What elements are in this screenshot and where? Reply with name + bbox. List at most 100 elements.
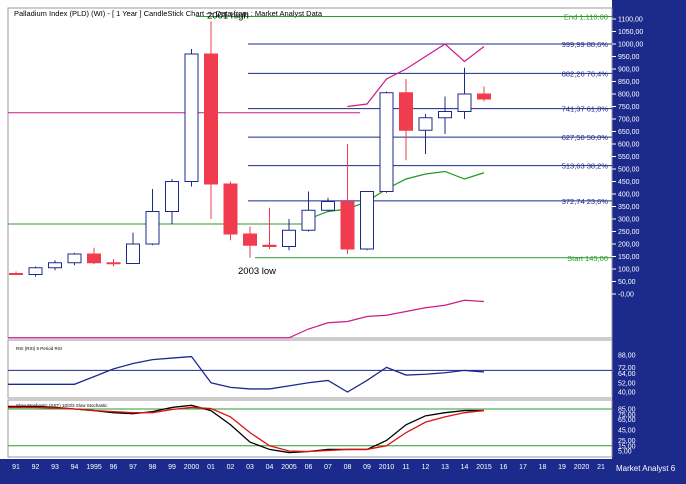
price-axis-label: 900,00 <box>618 67 640 74</box>
time-axis-label: 14 <box>461 464 469 471</box>
stoch-axis-label: 85,00 <box>618 407 636 414</box>
time-axis-label: 93 <box>51 464 59 471</box>
fib-label: 882,26 76,4% <box>562 69 609 78</box>
time-axis-label: 16 <box>500 464 508 471</box>
time-axis-label: 1995 <box>86 464 102 471</box>
annotation-label: 2003 low <box>238 266 276 277</box>
price-axis-label: 950,00 <box>618 54 640 61</box>
candle-body <box>204 53 218 185</box>
time-axis-label: 2015 <box>476 464 492 471</box>
fib-label: Start 145,00 <box>567 254 608 263</box>
time-axis-label: 12 <box>422 464 430 471</box>
rsi-title: RSI (RSI) 5 Period RSI <box>16 346 62 351</box>
price-axis-label: 850,00 <box>618 79 640 86</box>
rsi-axis-label: 88,00 <box>618 353 636 360</box>
stoch-title: Slow Stochastic (SST) 10/3/3 Slow Stocha… <box>16 403 108 408</box>
candle-body <box>243 233 257 246</box>
time-axis-label: 13 <box>441 464 449 471</box>
price-axis-label: 600,00 <box>618 142 640 149</box>
price-axis-label: 650,00 <box>618 129 640 136</box>
rsi-axis-label: 52,00 <box>618 380 636 387</box>
price-axis-label: 800,00 <box>618 92 640 99</box>
price-axis-label: 700,00 <box>618 117 640 124</box>
candle-body <box>145 211 160 245</box>
candle-body <box>9 273 23 275</box>
price-axis-label: 400,00 <box>618 192 640 199</box>
candle-body <box>340 201 355 250</box>
candle-body <box>67 253 82 264</box>
stoch-panel-frame <box>7 399 613 458</box>
candle-body <box>262 244 277 247</box>
time-axis-label: 2005 <box>281 464 297 471</box>
price-axis-label: 500,00 <box>618 167 640 174</box>
stochastic-panel <box>8 404 612 454</box>
time-axis-label: 2020 <box>574 464 590 471</box>
time-axis-label: 2000 <box>184 464 200 471</box>
price-panel-frame <box>7 7 613 339</box>
candle-body <box>126 243 140 264</box>
price-axis-label: 450,00 <box>618 179 640 186</box>
time-axis-label: 19 <box>558 464 566 471</box>
stoch-axis-label: 65,00 <box>618 417 636 424</box>
candle-body <box>360 191 374 250</box>
rsi-line <box>8 355 485 393</box>
annotation-label: 2001 high <box>207 11 249 22</box>
price-axis-label: 750,00 <box>618 104 640 111</box>
fib-label: End 1.110,00 <box>564 13 608 22</box>
moving-average-line <box>308 170 485 220</box>
stoch-axis-label: 15,00 <box>618 443 636 450</box>
price-axis-label: 1100,00 <box>618 17 643 24</box>
candle-body <box>457 93 472 112</box>
price-axis-label: 550,00 <box>618 154 640 161</box>
rsi-axis-label: 40,00 <box>618 390 636 397</box>
time-axis-label: 2010 <box>379 464 395 471</box>
candle-body <box>399 92 413 131</box>
price-axis-label: 200,00 <box>618 242 640 249</box>
time-axis-background <box>0 459 612 484</box>
candle-body <box>301 209 316 231</box>
magenta-upper-line <box>347 43 485 108</box>
magenta-lower-line <box>8 299 485 339</box>
stoch-axis-label: 45,00 <box>618 428 636 435</box>
time-axis-label: 18 <box>539 464 547 471</box>
fib-label: 372,74 23,6% <box>562 197 609 206</box>
time-axis-label: 21 <box>597 464 605 471</box>
time-axis-label: 04 <box>266 464 274 471</box>
candle-body <box>438 111 452 119</box>
rsi-axis-label: 64,00 <box>618 371 636 378</box>
time-axis-label: 96 <box>110 464 118 471</box>
candle-body <box>282 229 296 247</box>
candle-body <box>379 92 394 192</box>
time-axis-label: 92 <box>32 464 40 471</box>
time-axis-label: 01 <box>207 464 215 471</box>
time-axis-label: 09 <box>363 464 371 471</box>
price-axis-label: 300,00 <box>618 217 640 224</box>
fib-label: 627,50 50,0% <box>562 133 609 142</box>
time-axis-label: 06 <box>305 464 313 471</box>
candle-body <box>223 183 238 235</box>
price-axis-label: 1050,00 <box>618 29 643 36</box>
time-axis-label: 02 <box>227 464 235 471</box>
candle-body <box>184 53 199 182</box>
rsi-panel-frame <box>7 339 613 399</box>
time-axis-label: 03 <box>246 464 254 471</box>
stoch-axis-label: 5,00 <box>618 449 632 456</box>
price-axis-label: 350,00 <box>618 204 640 211</box>
candle-body <box>321 201 335 211</box>
time-axis-label: 98 <box>149 464 157 471</box>
time-axis-label: 97 <box>129 464 137 471</box>
time-axis-label: 08 <box>344 464 352 471</box>
time-axis-label: 91 <box>12 464 20 471</box>
price-axis-label: 50,00 <box>618 279 636 286</box>
axes: -0,00 50,00 100,00 150,00 200,00 250,00 300,00… <box>12 17 643 472</box>
fib-label: 999,99 88,6% <box>562 40 609 49</box>
price-panel: End 1.110,00 999,99 88,6% 882,26 76,4% 741,… <box>8 11 612 339</box>
candle-body <box>106 262 121 265</box>
candle-body <box>418 117 433 131</box>
candle-body <box>28 267 43 275</box>
fib-label: 513,63 38,2% <box>562 162 609 171</box>
candle-body <box>48 262 62 269</box>
time-axis-label: 94 <box>71 464 79 471</box>
